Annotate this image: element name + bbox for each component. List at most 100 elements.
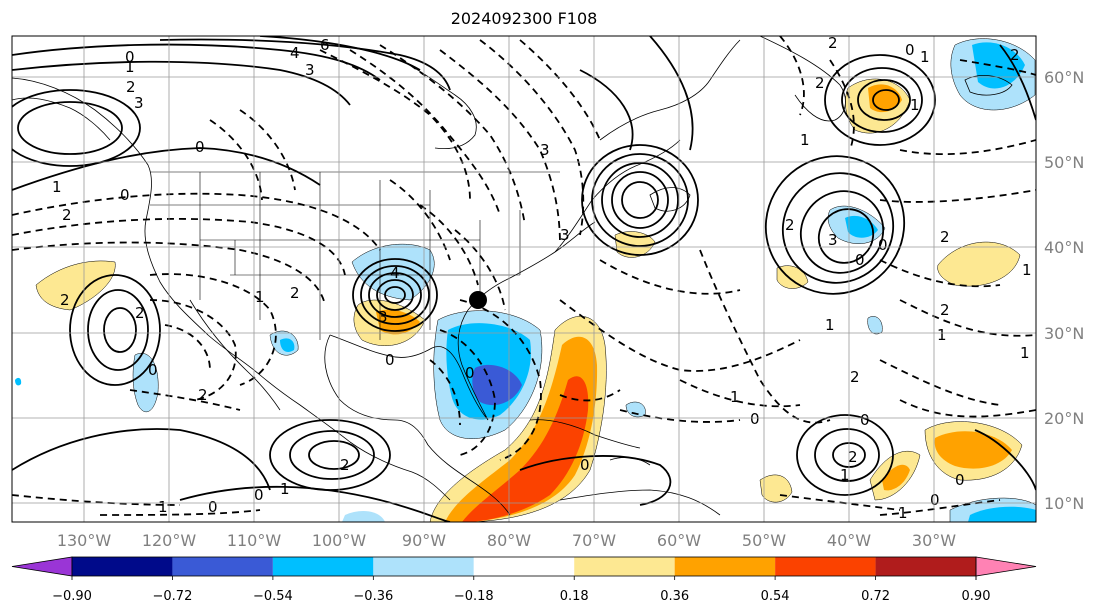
dash-31 (829, 59, 855, 151)
dash-39 (209, 119, 263, 201)
dash-27 (879, 359, 1001, 406)
dash-29 (879, 189, 1036, 203)
contour-greenland-2 (841, 67, 923, 133)
colorbar-tick-label: 0.36 (660, 589, 689, 604)
contour-label: 0 (860, 411, 870, 429)
contour-tropics-1 (12, 428, 271, 491)
dash-28 (899, 399, 1036, 418)
contour-label: 0 (465, 364, 475, 382)
coast-iceland (964, 75, 1013, 96)
longitude-tick-label: 50°W (742, 531, 786, 550)
fill-redorange-atlantic-tongue (462, 376, 589, 522)
colorbar-bin (775, 557, 876, 576)
contour-label: 0 (208, 498, 218, 516)
dash-4 (149, 273, 277, 386)
contour-label: 3 (828, 231, 838, 249)
fill-yellow-newengland (614, 231, 656, 258)
contour-label: 0 (905, 41, 915, 59)
contour-greenland-3 (857, 79, 911, 121)
contour-label: 1 (255, 288, 265, 306)
longitude-tick-label: 30°W (912, 531, 956, 550)
contour-label: 0 (580, 456, 590, 474)
contour-pacific-3 (103, 307, 137, 353)
coast-greenland (759, 36, 846, 122)
map-content: 1 2 3 0 4 3 6 0 1 0 2 2 2 1 2 2 0 4 3 0 … (12, 34, 1036, 522)
latitude-tick-label: 60°N (1044, 68, 1084, 87)
contour-tropatl-1 (796, 414, 894, 496)
longitude-tick-label: 90°W (402, 531, 446, 550)
dash-30 (899, 139, 1036, 155)
contour-bc-1 (12, 89, 141, 167)
contour-label: 2 (340, 456, 350, 474)
contour-label: 0 (855, 251, 865, 269)
dash-15 (419, 204, 479, 286)
dash-16 (454, 229, 506, 311)
dash-5 (149, 299, 237, 401)
contour-label: 1 (1020, 344, 1030, 362)
contour-label: 2 (828, 34, 838, 52)
dash-22 (699, 249, 831, 424)
dash-26 (899, 299, 1036, 337)
coast-east-us (554, 139, 681, 253)
contour-jet-2 (12, 60, 351, 106)
colorbar-bin (674, 557, 776, 576)
longitude-tick-label: 80°W (487, 531, 531, 550)
contour-caribbean-1 (519, 455, 672, 506)
contour-label: 2 (815, 74, 825, 92)
dash-2 (12, 217, 346, 276)
fill-skyblue-texas (280, 338, 295, 352)
dash-11 (439, 49, 561, 246)
longitude-tick-labels: 130°W 120°W 110°W 100°W 90°W 80°W 70°W 60°W 50°W… (57, 531, 956, 550)
dash-24 (619, 409, 741, 423)
coast-gulf-mexico (324, 334, 429, 446)
contour-label: 0 (254, 486, 264, 504)
longitude-tick-label: 40°W (827, 531, 871, 550)
contour-label: 1 (920, 48, 930, 66)
solid-contours (12, 36, 1036, 522)
contour-midatlantic-3 (799, 190, 885, 274)
dash-13 (519, 39, 601, 141)
colorbar-tick-label: −0.36 (353, 589, 393, 604)
colorbar-tick-label: 0.18 (560, 589, 589, 604)
coast-baja (189, 299, 281, 411)
longitude-tick-label: 130°W (57, 531, 112, 550)
anomaly-fills (15, 38, 1036, 522)
dash-32 (959, 59, 1036, 76)
dash-6 (164, 324, 211, 371)
contour-tropatl-2 (814, 428, 880, 482)
coast-south-america (559, 489, 721, 516)
dash-35 (779, 494, 901, 511)
contour-newengland-2 (591, 153, 689, 247)
fill-yellow-southeast (759, 474, 793, 503)
coastlines (12, 36, 1013, 516)
black-dot-marker (469, 291, 487, 309)
colorbar-tick-label: −0.72 (153, 589, 193, 604)
latitude-tick-labels: 60°N 50°N 40°N 30°N 20°N 10°N (1044, 68, 1084, 513)
coast-pacific-northwest (12, 77, 451, 501)
latitude-tick-label: 10°N (1044, 494, 1084, 513)
colorbar-tick-label: 0.54 (761, 589, 790, 604)
map-title: 2024092300 F108 (450, 9, 598, 28)
contour-epac-2 (289, 430, 375, 480)
colorbar-tick-label: −0.18 (454, 589, 494, 604)
dash-7 (129, 389, 241, 411)
contour-newengland-4 (611, 171, 669, 229)
latitude-tick-label: 50°N (1044, 153, 1084, 172)
contour-label: 0 (195, 138, 205, 156)
colorbar: −0.90 −0.72 −0.54 −0.36 −0.18 0.18 0.36 0.54 0.7… (11, 556, 1037, 604)
contour-label: 0 (385, 351, 395, 369)
contour-label: 6 (320, 36, 330, 54)
fill-lightblue-small-2 (15, 377, 22, 386)
longitude-tick-label: 70°W (572, 531, 616, 550)
dash-33 (12, 494, 181, 506)
contour-label: 0 (148, 361, 158, 379)
contour-epac-3 (308, 440, 360, 470)
map-frame (11, 35, 1037, 523)
longitude-tick-label: 60°W (657, 531, 701, 550)
longitude-tick-label: 110°W (227, 531, 282, 550)
contour-northatl-2 (649, 36, 694, 151)
colorbar-bin (373, 557, 474, 576)
dash-23 (679, 379, 801, 408)
contour-label: 0 (955, 471, 965, 489)
contour-label: 0 (750, 410, 760, 428)
